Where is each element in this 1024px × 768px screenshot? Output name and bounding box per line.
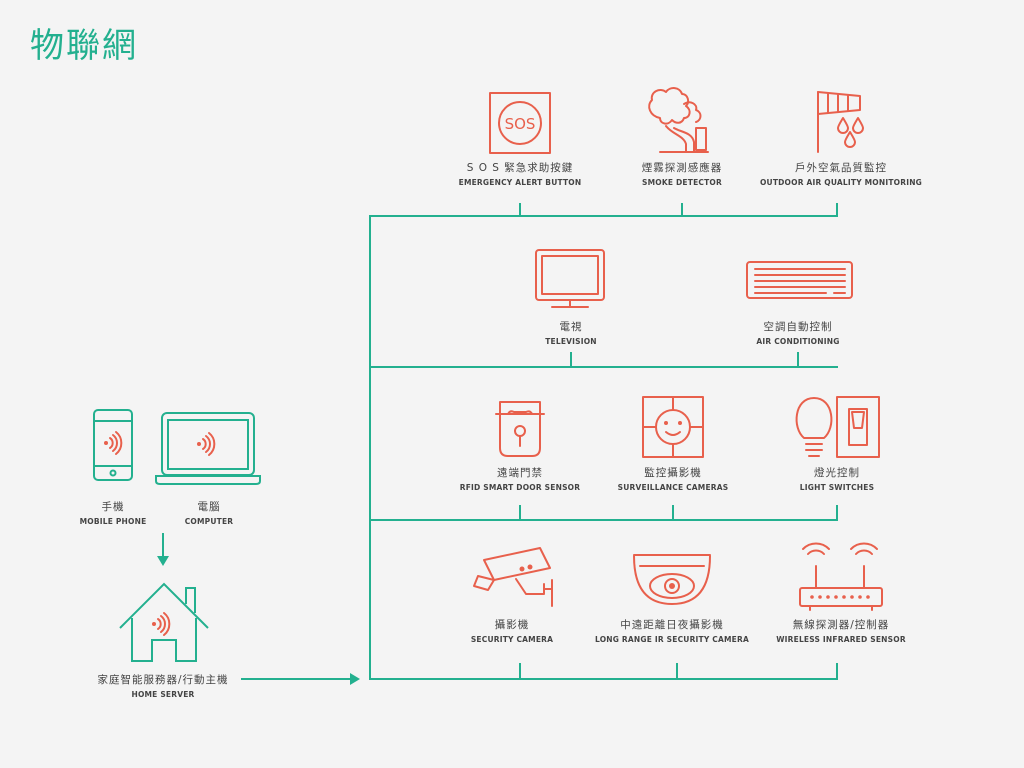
air-quality-icon <box>817 91 864 153</box>
label-zh: 監控攝影機 <box>644 467 702 479</box>
label-en: LIGHT SWITCHES <box>799 483 875 492</box>
label-air-conditioning: 空調自動控制 AIR CONDITIONING <box>688 320 908 347</box>
label-zh: 手機 <box>101 501 125 513</box>
door-lock-icon <box>495 401 545 457</box>
label-mobile-phone: 手機 MOBILE PHONE <box>3 500 223 527</box>
label-en: LONG RANGE IR SECURITY CAMERA <box>595 635 749 644</box>
label-en: SURVEILLANCE CAMERAS <box>617 483 729 492</box>
label-en: MOBILE PHONE <box>79 517 147 526</box>
label-en: RFID SMART DOOR SENSOR <box>459 483 581 492</box>
label-door-sensor: 遠端門禁 RFID SMART DOOR SENSOR <box>410 466 630 493</box>
label-zh: 煙霧探測感應器 <box>641 162 723 174</box>
label-surveillance: 監控攝影機 SURVEILLANCE CAMERAS <box>563 466 783 493</box>
label-zh: 家庭智能服務器/行動主機 <box>97 674 229 686</box>
sos-button-icon: SOS <box>489 92 551 154</box>
label-zh: 電視 <box>559 321 583 333</box>
label-en: SMOKE DETECTOR <box>642 178 722 187</box>
label-zh: 攝影機 <box>494 619 530 631</box>
label-security-camera: 攝影機 SECURITY CAMERA <box>402 618 622 645</box>
label-en: OUTDOOR AIR QUALITY MONITORING <box>759 178 923 187</box>
label-en: COMPUTER <box>184 517 234 526</box>
air-conditioner-icon <box>746 261 853 299</box>
label-wireless-sensor: 無線探測器/控制器 WIRELESS INFRARED SENSOR <box>731 618 951 645</box>
label-dome-camera: 中遠距離日夜攝影機 LONG RANGE IR SECURITY CAMERA <box>562 618 782 645</box>
smoke-detector-icon <box>648 87 709 153</box>
label-zh: 空調自動控制 <box>763 321 833 333</box>
label-sos-button: S O S 緊急求助按鍵 EMERGENCY ALERT BUTTON <box>410 161 630 188</box>
network-lines <box>157 203 838 685</box>
mobile-phone-icon <box>93 409 133 481</box>
television-icon <box>535 249 605 308</box>
security-camera-icon <box>473 547 553 607</box>
label-zh: 電腦 <box>197 501 221 513</box>
label-zh: 無線探測器/控制器 <box>792 619 890 631</box>
label-en: WIRELESS INFRARED SENSOR <box>776 635 906 644</box>
client-arrow-head <box>157 556 169 566</box>
server-arrow-head <box>350 673 360 685</box>
label-air-quality: 戶外空氣品質監控 OUTDOOR AIR QUALITY MONITORING <box>731 161 951 188</box>
label-computer: 電腦 COMPUTER <box>99 500 319 527</box>
label-zh: 燈光控制 <box>814 467 860 479</box>
label-en: HOME SERVER <box>131 690 195 699</box>
label-en: TELEVISION <box>545 337 597 346</box>
label-smoke-detector: 煙霧探測感應器 SMOKE DETECTOR <box>572 161 792 188</box>
wireless-router-icon <box>799 542 883 611</box>
label-home-server: 家庭智能服務器/行動主機 HOME SERVER <box>53 673 273 700</box>
light-switch-icon <box>795 396 880 458</box>
label-zh: 戶外空氣品質監控 <box>795 162 887 174</box>
svg-text:SOS: SOS <box>505 115 536 133</box>
label-zh: S O S 緊急求助按鍵 <box>466 162 574 174</box>
label-television: 電視 TELEVISION <box>461 320 681 347</box>
dome-camera-icon <box>633 554 711 605</box>
label-en: AIR CONDITIONING <box>756 337 840 346</box>
computer-icon <box>155 412 261 485</box>
label-en: EMERGENCY ALERT BUTTON <box>458 178 582 187</box>
label-zh: 遠端門禁 <box>497 467 543 479</box>
label-light-switches: 燈光控制 LIGHT SWITCHES <box>727 466 947 493</box>
label-zh: 中遠距離日夜攝影機 <box>620 619 724 631</box>
page-title: 物聯網 <box>30 26 138 66</box>
label-en: SECURITY CAMERA <box>470 635 554 644</box>
home-server-icon <box>119 582 209 662</box>
surveillance-camera-icon <box>642 396 704 458</box>
